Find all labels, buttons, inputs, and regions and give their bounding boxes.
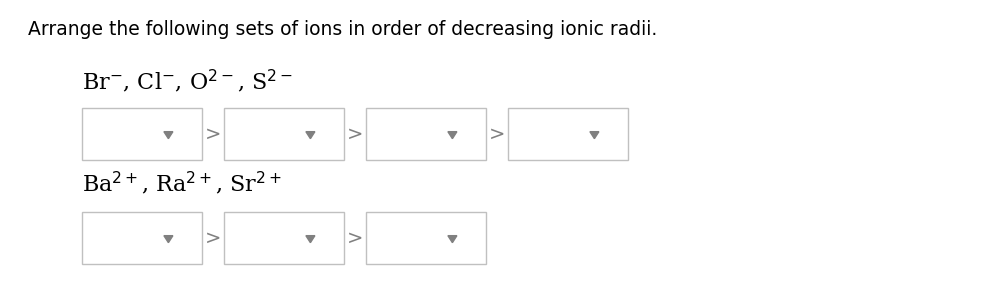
Polygon shape bbox=[448, 132, 457, 139]
Polygon shape bbox=[164, 132, 173, 139]
Polygon shape bbox=[306, 132, 315, 139]
Text: Ba$^{2+}$, Ra$^{2+}$, Sr$^{2+}$: Ba$^{2+}$, Ra$^{2+}$, Sr$^{2+}$ bbox=[82, 170, 282, 197]
Bar bbox=[82, 212, 202, 264]
Polygon shape bbox=[590, 132, 599, 139]
Text: >: > bbox=[205, 124, 222, 144]
Text: >: > bbox=[347, 228, 363, 248]
Text: Arrange the following sets of ions in order of decreasing ionic radii.: Arrange the following sets of ions in or… bbox=[28, 20, 658, 39]
Text: >: > bbox=[205, 228, 222, 248]
Text: Br$^{-}$, Cl$^{-}$, O$^{2-}$, S$^{2-}$: Br$^{-}$, Cl$^{-}$, O$^{2-}$, S$^{2-}$ bbox=[82, 68, 293, 95]
Bar bbox=[508, 108, 628, 160]
Text: >: > bbox=[347, 124, 363, 144]
Bar bbox=[366, 108, 486, 160]
Text: >: > bbox=[489, 124, 505, 144]
Bar bbox=[82, 108, 202, 160]
Bar bbox=[224, 212, 344, 264]
Polygon shape bbox=[448, 236, 457, 243]
Polygon shape bbox=[306, 236, 315, 243]
Polygon shape bbox=[164, 236, 173, 243]
Bar bbox=[366, 212, 486, 264]
Bar bbox=[224, 108, 344, 160]
